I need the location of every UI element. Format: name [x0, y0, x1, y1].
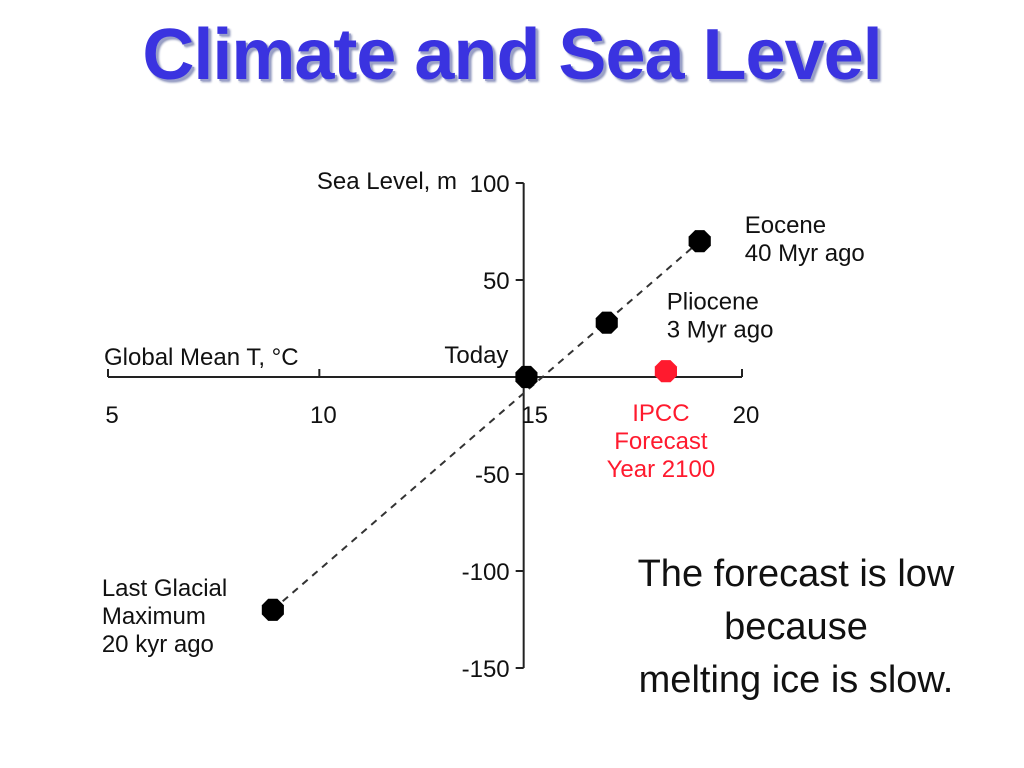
trend-line-group	[272, 240, 701, 611]
y-tick-label: -50	[475, 462, 510, 489]
y-axis-label: Sea Level, m	[317, 168, 457, 195]
data-points	[261, 230, 711, 621]
note-line: melting ice is slow.	[638, 659, 954, 701]
forecast-note: The forecast is low because melting ice …	[600, 548, 992, 707]
data-label: Forecast	[614, 428, 708, 455]
note-line: The forecast is low	[637, 553, 955, 595]
x-tick-label: 10	[310, 402, 337, 429]
data-label: Today	[444, 342, 508, 369]
data-label: IPCC	[632, 400, 689, 427]
data-label: Pliocene	[667, 289, 759, 316]
data-point	[595, 311, 618, 334]
y-tick-label: 100	[470, 171, 510, 198]
trend-line	[272, 240, 701, 611]
x-tick-label: 15	[521, 402, 548, 429]
data-label: Maximum	[102, 603, 206, 630]
data-point	[654, 360, 677, 383]
note-line: because	[724, 606, 868, 648]
chart-axes: 5 10 15 20 100 50 -50 -100 -150 Global Mean T, °C…	[104, 168, 759, 683]
y-tick-label: -150	[462, 656, 510, 683]
x-tick-label: 20	[733, 402, 760, 429]
data-point	[515, 365, 538, 389]
data-label: Year 2100	[607, 456, 716, 483]
y-tick-label: -100	[462, 559, 510, 586]
data-label: 20 kyr ago	[102, 631, 214, 658]
data-label: 3 Myr ago	[667, 317, 774, 344]
slide-title: Climate and Sea Level	[142, 15, 882, 95]
data-point	[261, 598, 284, 621]
data-label: Last Glacial	[102, 575, 227, 602]
data-label: Eocene	[745, 212, 826, 239]
data-label: 40 Myr ago	[745, 240, 865, 267]
y-tick-label: 50	[483, 268, 510, 295]
x-axis-label: Global Mean T, °C	[104, 344, 299, 371]
data-point	[688, 230, 711, 253]
x-tick-label: 5	[105, 402, 118, 429]
